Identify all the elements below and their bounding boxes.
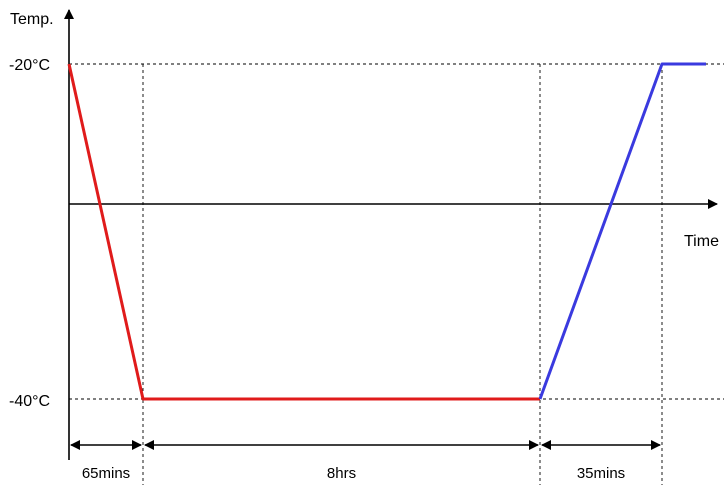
series-group	[67, 62, 706, 401]
y-tick-label-upper: -20°C	[9, 57, 50, 74]
interval-label-hold: 8hrs	[327, 465, 356, 482]
y-tick-label-lower: -40°C	[9, 393, 50, 410]
y-axis-label: Temp.	[10, 11, 54, 28]
series-line-1	[538, 62, 706, 400]
interval-label-warming: 35mins	[577, 465, 625, 482]
series-line-0	[67, 63, 540, 401]
interval-label-cooling: 65mins	[82, 465, 130, 482]
x-axis-label: Time	[684, 233, 719, 250]
guide-lines	[69, 63, 724, 485]
